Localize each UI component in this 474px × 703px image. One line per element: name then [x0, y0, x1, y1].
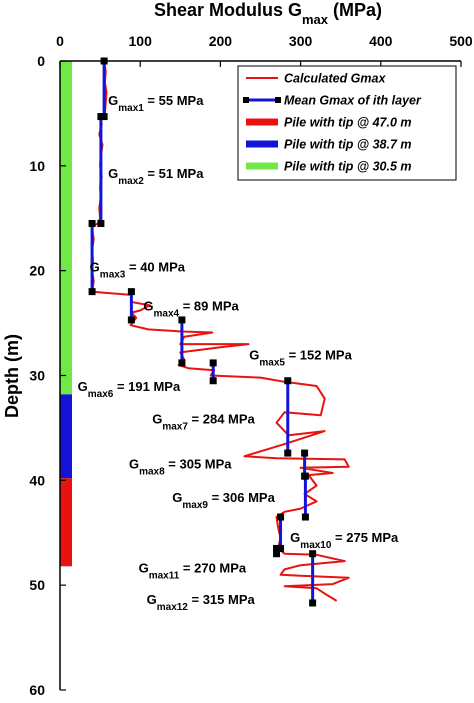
y-tick-label: 50 [29, 577, 45, 593]
chart-title-main: Shear Modulus G [154, 0, 302, 20]
mean-gmax-marker [178, 359, 186, 367]
y-axis-label: Depth (m) [2, 334, 22, 418]
pile-bars [60, 61, 72, 567]
gmax-annotation-1: Gmax1 = 55 MPa [108, 93, 204, 114]
legend-label: Mean Gmax of ith layer [284, 94, 422, 108]
legend-swatch [246, 162, 278, 170]
gmax-annotation-9: Gmax9 = 306 MPa [172, 490, 275, 511]
mean-gmax-marker [273, 544, 281, 552]
y-tick-label: 0 [37, 53, 45, 69]
y-tick-label: 60 [29, 682, 45, 698]
gmax-annotation-12: Gmax12 = 315 MPa [147, 592, 256, 613]
legend-marker [275, 97, 281, 103]
legend-label: Pile with tip @ 38.7 m [284, 138, 412, 152]
pile-bar-segment-2 [60, 394, 72, 479]
mean-gmax-marker [284, 377, 292, 385]
mean-gmax-marker [88, 288, 96, 296]
y-tick-label: 10 [29, 158, 45, 174]
mean-gmax-marker [309, 599, 317, 607]
pile-bar-segment-3 [60, 478, 72, 567]
chart-title-unit: (MPa) [328, 0, 382, 20]
gmax-annotation-8: Gmax8 = 305 MPa [129, 457, 232, 478]
mean-gmax-marker [273, 550, 281, 558]
chart-title: Shear Modulus Gmax (MPa) [154, 0, 382, 27]
gmax-annotation-11: Gmax11 = 270 MPa [139, 560, 247, 581]
y-tick-label: 40 [29, 472, 45, 488]
mean-gmax-marker [97, 219, 105, 227]
mean-gmax-marker [100, 57, 108, 65]
gmax-annotation-5: Gmax5 = 152 MPa [249, 348, 352, 369]
mean-gmax-marker [127, 316, 135, 324]
gmax-annotation-10: Gmax10 = 275 MPa [290, 530, 399, 551]
mean-gmax-marker [209, 377, 217, 385]
x-tick-label: 500 [449, 33, 473, 49]
x-tick-label: 0 [56, 33, 64, 49]
legend: Calculated Gmax Mean Gmax of ith layer Pil… [237, 65, 457, 181]
y-tick-label: 20 [29, 263, 45, 279]
x-tick-label: 100 [129, 33, 153, 49]
mean-gmax-marker [209, 359, 217, 367]
y-tick-label: 30 [29, 368, 45, 384]
legend-label: Pile with tip @ 47.0 m [284, 116, 412, 130]
series [88, 57, 350, 607]
chart-title-sub: max [302, 12, 329, 27]
mean-gmax-marker [301, 513, 309, 521]
gmax-annotation-6: Gmax6 = 191 MPa [78, 379, 181, 400]
legend-label: Pile with tip @ 30.5 m [284, 160, 412, 174]
x-tick-label: 200 [209, 33, 233, 49]
gmax-annotation-4: Gmax4 = 89 MPa [143, 298, 239, 319]
x-tick-label: 400 [369, 33, 393, 49]
legend-swatch [246, 118, 278, 126]
mean-gmax-marker [127, 288, 135, 296]
legend-swatch [246, 140, 278, 148]
legend-marker [243, 97, 249, 103]
x-tick-label: 300 [289, 33, 313, 49]
pile-bar-segment-1 [60, 61, 72, 395]
annotations: Gmax1 = 55 MPa Gmax2 = 51 MPa Gmax3 = 40 M… [78, 93, 399, 613]
gmax-annotation-3: Gmax3 = 40 MPa [90, 259, 186, 280]
mean-gmax-marker [277, 513, 285, 521]
mean-gmax-marker [301, 472, 309, 480]
mean-gmax-marker [277, 544, 285, 552]
axes: 0 100 200 300 400 500 0 10 20 30 40 50 60 [29, 33, 472, 698]
gmax-annotation-2: Gmax2 = 51 MPa [108, 166, 204, 187]
mean-gmax-marker [301, 449, 309, 457]
mean-gmax-marker [284, 449, 292, 457]
mean-gmax-marker [97, 113, 105, 121]
mean-gmax-marker [88, 219, 96, 227]
gmax-annotation-7: Gmax7 = 284 MPa [152, 411, 255, 432]
mean-gmax-marker [309, 550, 317, 558]
legend-label: Calculated Gmax [284, 72, 386, 86]
mean-gmax-marker [178, 316, 186, 324]
